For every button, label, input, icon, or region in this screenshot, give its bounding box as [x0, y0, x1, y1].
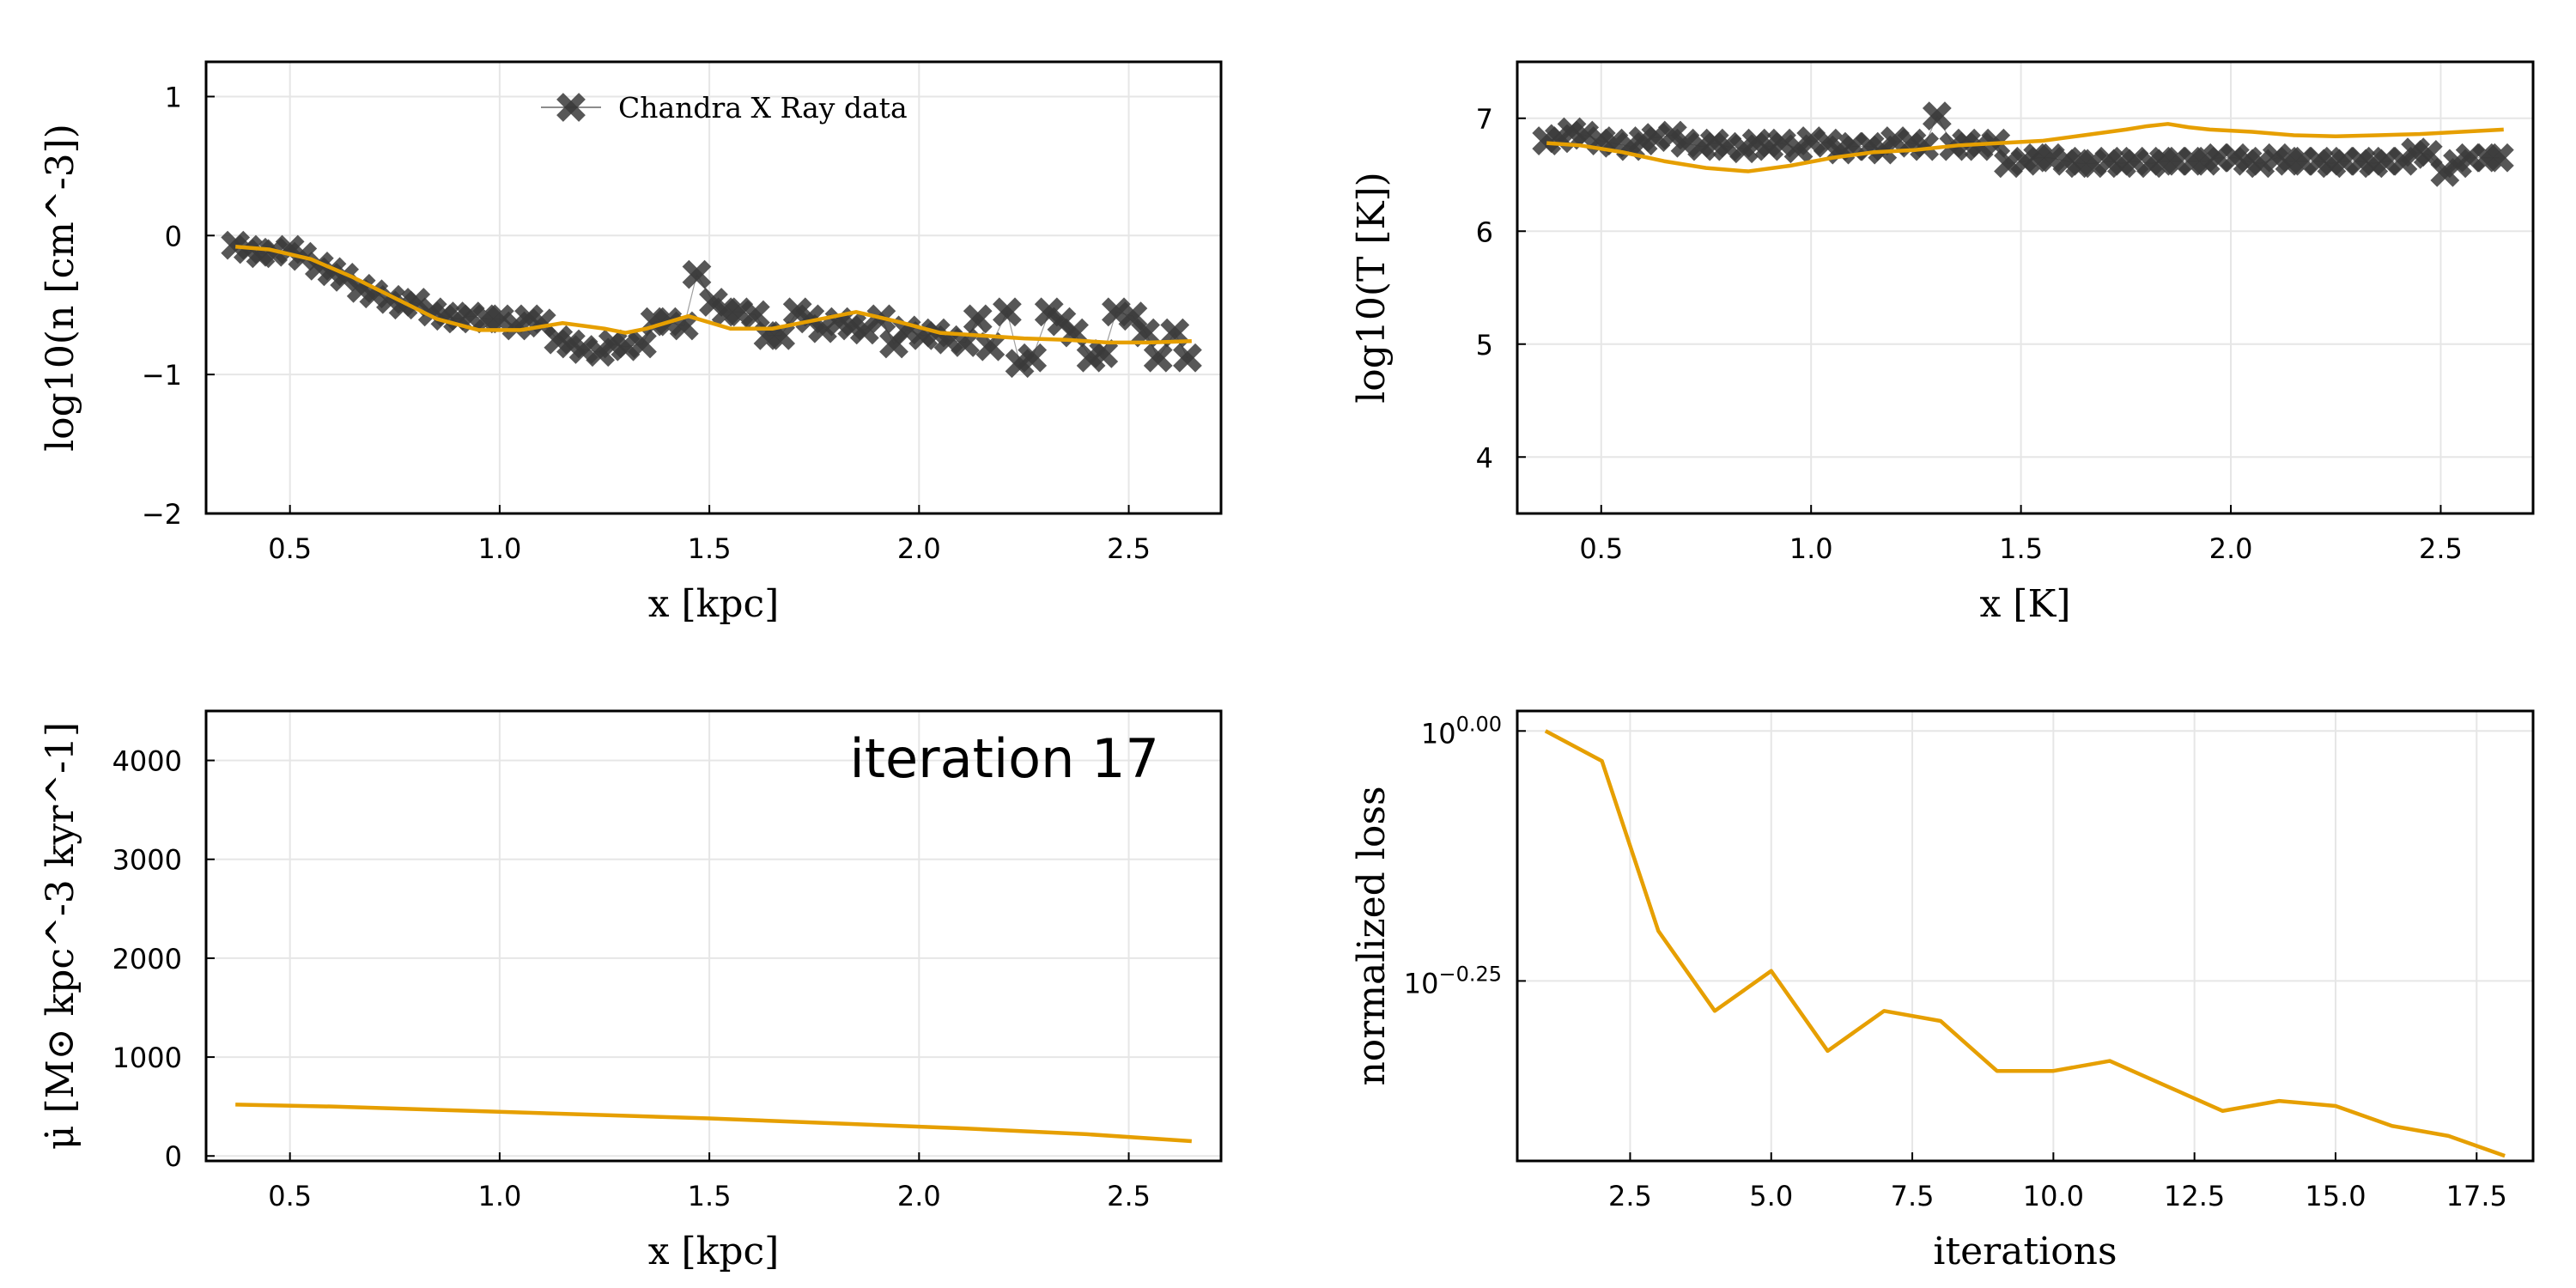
y-tick-label: −2 [142, 498, 182, 531]
data-point [1089, 338, 1119, 368]
x-tick-label: 2.0 [897, 1180, 941, 1212]
x-tick-label: 12.5 [2164, 1180, 2225, 1212]
y-axis-label: log10(n [cm^-3]) [39, 124, 82, 452]
model-curve [235, 1103, 1192, 1144]
mass-rate-panel: 0.5 1.0 1.5 2.0 2.5 0 1000 2000 3000 4000 x [kpc] μ… [39, 709, 1223, 1273]
x-axis-label: x [K] [1979, 582, 2070, 626]
data-point [1767, 128, 1796, 158]
x-tick-label: 0.5 [268, 532, 312, 565]
x-tick-label: 1.0 [477, 1180, 521, 1212]
x-tick-label: 2.5 [2419, 532, 2463, 565]
x-tick-label: 10.0 [2023, 1180, 2084, 1212]
iteration-annotation: iteration 17 [849, 727, 1159, 790]
x-tick-label: 2.0 [2209, 532, 2253, 565]
data-point [1018, 343, 1048, 373]
x-tick-label: 17.5 [2446, 1180, 2507, 1212]
loss-panel: 2.5 5.0 7.5 10.0 12.5 15.0 17.5 100.00 10−0.25 it… [1350, 709, 2535, 1273]
data-point [682, 259, 712, 289]
x-tick-label: 2.5 [1107, 532, 1151, 565]
plot-frame [1516, 709, 2535, 1163]
data-point [1143, 343, 1173, 373]
data-point [975, 331, 1005, 361]
data-point [485, 304, 514, 334]
x-tick-label: 7.5 [1891, 1180, 1935, 1212]
data-point [740, 300, 770, 330]
plot-frame [204, 709, 1223, 1163]
data-point [2245, 149, 2275, 179]
x-tick-label: 5.0 [1749, 1180, 1793, 1212]
y-tick-label: 1 [165, 81, 182, 113]
y-tick-label: 4000 [112, 745, 182, 778]
data-point [401, 288, 431, 317]
model-curve [1546, 122, 2504, 173]
x-tick-label: 1.5 [1999, 532, 2043, 565]
x-tick-label: 0.5 [1579, 532, 1623, 565]
y-tick-label: 100.00 [1421, 712, 1502, 750]
x-tick-label: 1.5 [688, 1180, 732, 1212]
legend-marker [556, 93, 586, 122]
plot-frame [204, 60, 1223, 515]
x-tick-label: 2.5 [1608, 1180, 1652, 1212]
data-point [628, 329, 657, 359]
y-tick-label: 6 [1476, 216, 1493, 248]
x-axis-label: iterations [1933, 1230, 2117, 1273]
y-tick-label: 3000 [112, 844, 182, 877]
data-point [1910, 131, 1940, 161]
x-axis-label: x [kpc] [648, 1230, 780, 1273]
data-point [1131, 318, 1160, 348]
legend-label: Chandra X Ray data [618, 91, 908, 125]
y-tick-label: 7 [1476, 103, 1493, 136]
x-axis-label: x [kpc] [648, 582, 780, 626]
x-tick-label: 2.0 [897, 532, 941, 565]
y-tick-label: 0 [165, 1140, 182, 1173]
x-tick-label: 1.0 [477, 532, 521, 565]
x-tick-label: 15.0 [2305, 1180, 2366, 1212]
y-tick-label: 10−0.25 [1404, 962, 1502, 999]
y-axis-label: normalized loss [1350, 786, 1394, 1085]
plot-frame [1516, 60, 2535, 515]
data-point [1570, 120, 1600, 150]
legend: Chandra X Ray data [541, 91, 908, 125]
y-tick-label: −1 [142, 359, 182, 392]
data-point [993, 297, 1022, 327]
data-point [1173, 343, 1202, 373]
y-tick-label: 2000 [112, 943, 182, 975]
x-tick-label: 0.5 [268, 1180, 312, 1212]
model-curve [1544, 729, 2506, 1158]
y-tick-label: 4 [1476, 441, 1493, 474]
y-tick-label: 1000 [112, 1042, 182, 1074]
x-tick-label: 1.0 [1789, 532, 1833, 565]
density-panel: 0.5 1.0 1.5 2.0 2.5 −2 −1 0 1 x [kpc] log10(n [cm^… [39, 60, 1223, 626]
data-point [2485, 143, 2514, 173]
data-point [963, 304, 993, 334]
data-point [1922, 101, 1952, 131]
data-point [359, 279, 389, 309]
temperature-panel: 0.5 1.0 1.5 2.0 2.5 4 5 6 7 x [K] log10(T [K]) [1350, 60, 2535, 626]
y-axis-label: μ̇ [M⊙ kpc^-3 kyr^-1] [39, 722, 82, 1150]
y-tick-label: 0 [165, 220, 182, 252]
y-tick-label: 5 [1476, 329, 1493, 361]
y-axis-label: log10(T [K]) [1350, 172, 1394, 404]
x-tick-label: 2.5 [1107, 1180, 1151, 1212]
x-tick-label: 1.5 [688, 532, 732, 565]
model-curve [235, 245, 1192, 345]
